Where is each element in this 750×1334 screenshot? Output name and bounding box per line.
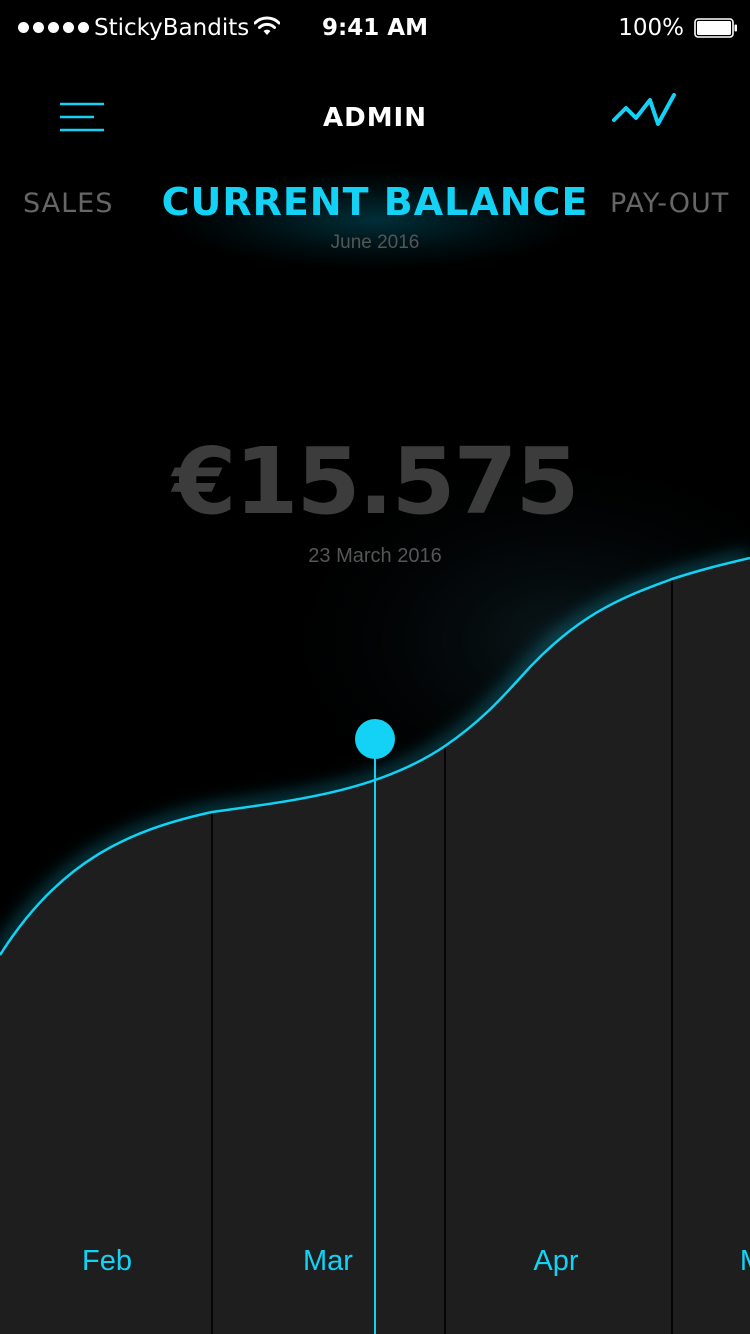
signal-dots-icon	[18, 22, 89, 33]
chart-month-label[interactable]: Apr	[533, 1245, 578, 1277]
tab-pay-out[interactable]: PAY-OUT	[610, 188, 730, 219]
period-date: June 2016	[330, 232, 420, 253]
balance-date: 23 March 2016	[308, 545, 442, 567]
status-bar: StickyBandits 9:41 AM 100%	[0, 0, 750, 56]
chart-month-label[interactable]: Mar	[303, 1245, 353, 1277]
balance-amount: €15.575	[172, 428, 579, 535]
tab-sales[interactable]: SALES	[23, 188, 114, 219]
page-title: ADMIN	[322, 103, 427, 133]
status-time: 9:41 AM	[322, 15, 428, 41]
carrier-name: StickyBandits	[94, 15, 250, 41]
chart-line	[0, 556, 750, 956]
tab-current-balance-label: CURRENT BALANCE	[161, 180, 589, 224]
wifi-icon	[254, 16, 280, 35]
chart-month-label[interactable]: M	[740, 1245, 750, 1277]
hamburger-menu-icon[interactable]	[60, 102, 104, 132]
battery-percent: 100%	[618, 15, 684, 41]
line-chart-icon[interactable]	[612, 92, 676, 130]
chart-selection-point[interactable]	[355, 719, 395, 759]
chart-month-label[interactable]: Feb	[82, 1245, 132, 1277]
battery-icon	[694, 18, 737, 38]
